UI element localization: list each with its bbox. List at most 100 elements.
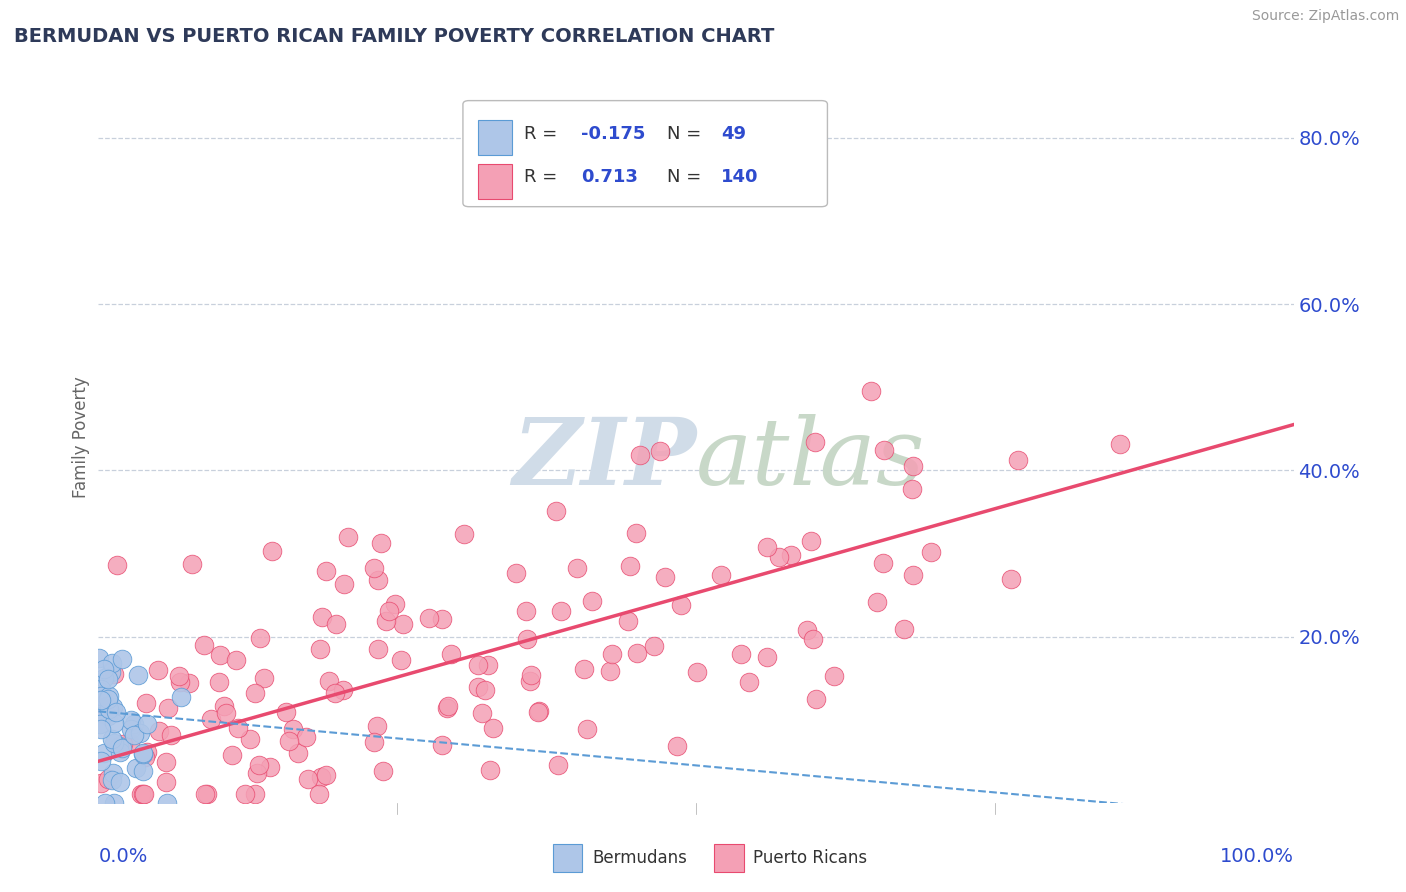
Point [148, 724, 170, 739]
Point [100, 657, 122, 671]
Point [323, 686, 346, 700]
Point [373, 764, 395, 778]
Point [228, 721, 250, 735]
Point [132, 788, 155, 802]
Y-axis label: Family Poverty: Family Poverty [72, 376, 90, 498]
Point [920, 545, 942, 559]
Point [363, 734, 385, 748]
Point [93, 672, 115, 686]
FancyBboxPatch shape [463, 101, 827, 207]
Point [374, 615, 396, 629]
Point [600, 648, 623, 662]
Point [581, 594, 603, 608]
Point [249, 631, 271, 645]
Point [391, 616, 413, 631]
Point [669, 598, 692, 612]
Point [666, 739, 689, 754]
Point [686, 665, 709, 680]
Point [599, 665, 621, 679]
Point [515, 604, 537, 618]
Text: Puerto Ricans: Puerto Ricans [754, 848, 868, 867]
Point [336, 530, 359, 544]
Point [91, 693, 114, 707]
Point [91, 692, 114, 706]
Point [1108, 437, 1130, 451]
Point [155, 756, 177, 770]
Point [177, 676, 200, 690]
Point [550, 604, 572, 618]
Point [527, 706, 550, 720]
Text: R =: R = [524, 125, 562, 143]
Point [315, 767, 337, 781]
Point [157, 701, 180, 715]
Point [132, 747, 155, 761]
Text: N =: N = [668, 169, 707, 186]
Point [276, 706, 298, 720]
Point [94, 708, 117, 723]
Point [93, 746, 115, 760]
Text: 100.0%: 100.0% [1219, 847, 1294, 866]
Point [281, 722, 304, 736]
Point [367, 573, 389, 587]
Point [125, 761, 148, 775]
Point [294, 730, 316, 744]
Point [780, 549, 803, 563]
Point [738, 674, 761, 689]
Point [103, 666, 125, 681]
Point [901, 567, 924, 582]
Point [87, 650, 110, 665]
Point [616, 614, 638, 628]
Point [872, 556, 894, 570]
Point [118, 736, 141, 750]
Point [370, 536, 392, 550]
Point [260, 544, 283, 558]
Text: 49: 49 [721, 125, 747, 143]
Point [120, 723, 142, 737]
Point [169, 675, 191, 690]
Point [200, 712, 222, 726]
Point [309, 771, 332, 785]
Point [243, 686, 266, 700]
FancyBboxPatch shape [714, 845, 744, 872]
Point [544, 503, 567, 517]
Point [246, 766, 269, 780]
Point [170, 690, 193, 705]
Point [333, 577, 356, 591]
Point [97, 772, 120, 787]
Text: 0.0%: 0.0% [98, 847, 148, 866]
Point [90, 754, 112, 768]
Point [105, 558, 128, 572]
Point [103, 715, 125, 730]
Point [108, 739, 131, 754]
Point [619, 559, 641, 574]
Point [132, 788, 155, 802]
Point [243, 788, 266, 802]
Point [325, 617, 347, 632]
Point [800, 533, 823, 548]
Point [181, 557, 204, 571]
Point [94, 796, 117, 810]
Point [101, 700, 124, 714]
Point [565, 561, 588, 575]
Point [122, 728, 145, 742]
Point [471, 706, 494, 720]
Point [572, 662, 595, 676]
Point [167, 668, 190, 682]
Point [505, 566, 527, 581]
Point [710, 568, 733, 582]
Point [516, 632, 538, 646]
Point [132, 764, 155, 779]
Point [367, 642, 389, 657]
Point [155, 774, 177, 789]
Point [97, 709, 120, 723]
Point [90, 775, 112, 789]
Point [378, 604, 401, 618]
Point [278, 733, 301, 747]
Point [97, 672, 120, 686]
Point [823, 669, 845, 683]
Point [194, 788, 217, 802]
Point [418, 611, 440, 625]
Point [287, 747, 309, 761]
Point [332, 683, 354, 698]
Point [103, 736, 125, 750]
